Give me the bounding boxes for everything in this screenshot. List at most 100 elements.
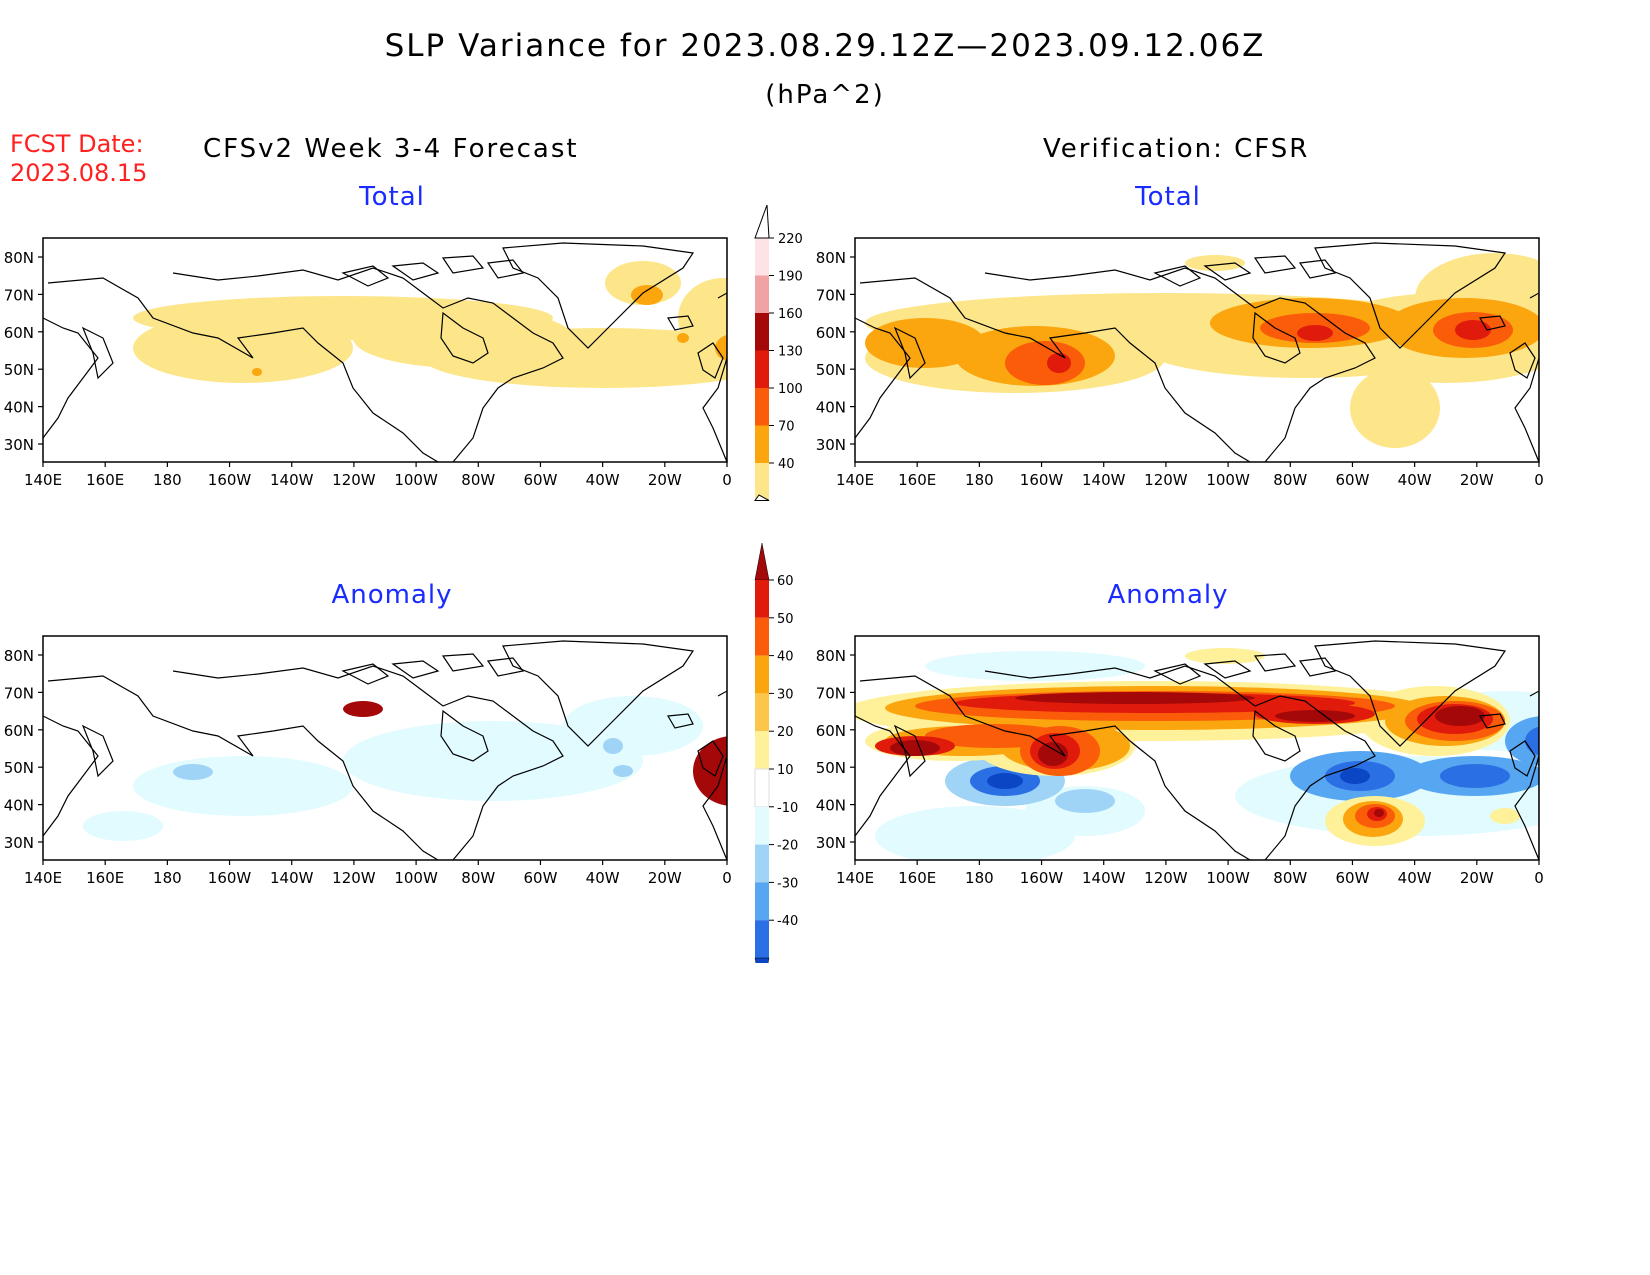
shaded-region: [343, 721, 643, 801]
lat-label: 60N: [4, 722, 34, 740]
coastline: [486, 259, 525, 279]
lon-label: 40W: [586, 471, 620, 489]
fcst-date-label: FCST Date:: [10, 130, 144, 158]
colorbar-label: 40: [777, 650, 794, 665]
colorbar-cell: [755, 844, 769, 883]
lon-label: 40W: [1398, 869, 1432, 887]
shaded-region: [1297, 325, 1333, 341]
shaded-region: [1505, 716, 1539, 766]
lat-label: 80N: [4, 249, 34, 267]
lon-label: 180: [965, 471, 994, 489]
shaded-region: [1047, 353, 1071, 373]
coastline: [43, 317, 99, 439]
shaded-region: [1525, 726, 1539, 756]
lon-label: 160E: [86, 869, 124, 887]
colorbar-label: -10: [777, 801, 798, 816]
colorbar-label: 130: [778, 345, 803, 360]
forecast-header: CFSv2 Week 3-4 Forecast: [203, 134, 579, 164]
lon-label: 0: [722, 471, 732, 489]
coastline: [893, 724, 926, 778]
colorbar-label: 30: [777, 687, 794, 702]
shaded-region: [1440, 764, 1510, 788]
shaded-field: [865, 253, 1539, 448]
lon-label: 140W: [270, 869, 314, 887]
lat-label: 40N: [816, 797, 846, 815]
lon-label: 180: [153, 869, 182, 887]
colorbar-cell: [755, 313, 769, 351]
shaded-region: [1350, 368, 1440, 448]
lat-label: 50N: [4, 361, 34, 379]
shaded-field: [83, 696, 727, 841]
lat-label: 60N: [4, 324, 34, 342]
map-forecast-anomaly: 80N 70N 60N 50N 40N 30N 140E 160E 180 160W 140W 120…: [4, 635, 732, 887]
lon-label: 40W: [1398, 471, 1432, 489]
coastline: [341, 663, 390, 685]
coastline: [1203, 262, 1252, 281]
colorbar-cell: [755, 388, 769, 426]
coastline: [341, 265, 390, 287]
coastline: [1509, 342, 1536, 379]
coastline: [391, 660, 440, 679]
lon-label: 80W: [1273, 869, 1307, 887]
lon-label: 20W: [1460, 869, 1494, 887]
coastline: [855, 715, 911, 837]
map-frame: [42, 237, 728, 463]
coastline: [697, 740, 724, 777]
main-title: SLP Variance for 2023.08.29.12Z—2023.09.…: [384, 28, 1266, 64]
colorbar-cell: [755, 920, 769, 958]
shaded-region: [1455, 320, 1491, 340]
colorbar-cell: [755, 425, 769, 463]
colorbar-cell: [755, 806, 769, 845]
colorbar-label: -30: [777, 876, 798, 891]
lat-label: 40N: [4, 797, 34, 815]
shaded-region: [133, 756, 353, 816]
map-frame: [854, 237, 1540, 463]
colorbar-label: 190: [778, 270, 803, 285]
shaded-region: [343, 701, 383, 717]
colorbar-arrow-top: [754, 542, 770, 581]
lon-label: 100W: [394, 471, 438, 489]
lat-label: 80N: [4, 647, 34, 665]
lat-label: 70N: [816, 286, 846, 304]
lat-label: 70N: [4, 684, 34, 702]
colorbar-label: -40: [777, 914, 798, 929]
coastline: [47, 675, 439, 860]
lon-label: 120W: [1144, 869, 1188, 887]
coastline: [502, 242, 695, 349]
colorbar-cell: [755, 275, 769, 313]
colorbar-cell: [755, 655, 769, 694]
coastline: [172, 665, 564, 860]
coastline: [1153, 265, 1202, 287]
lon-label: 100W: [394, 869, 438, 887]
shaded-region: [1185, 648, 1265, 664]
shaded-region: [173, 764, 213, 780]
verification-header: Verification: CFSR: [1043, 134, 1310, 164]
lon-label: 40W: [586, 869, 620, 887]
lon-label: 0: [1534, 869, 1544, 887]
coastline: [81, 724, 114, 778]
colorbar-cell: [755, 463, 769, 501]
lon-label: 140W: [1082, 471, 1126, 489]
colorbar-label: 50: [777, 612, 794, 627]
shaded-region: [678, 278, 727, 358]
coastline: [702, 292, 727, 462]
lon-label: 160E: [898, 471, 936, 489]
shaded-region: [83, 811, 163, 841]
lon-label: 100W: [1206, 471, 1250, 489]
coastline: [1298, 657, 1337, 677]
map-verification-anomaly: 80N 70N 60N 50N 40N 30N 140E 160E 180 160W 140W 120…: [816, 635, 1544, 887]
lon-label: 160W: [208, 869, 252, 887]
shaded-region: [1435, 706, 1485, 726]
colorbar-label: 70: [778, 420, 795, 435]
panel-title-fcst-anomaly: Anomaly: [331, 580, 453, 610]
colorbar-cell: [754, 768, 770, 808]
coastline: [1479, 315, 1506, 331]
shaded-region: [1490, 808, 1520, 824]
map-plot-area: 80N 70N 60N 50N 40N 30N 140E 160E 180 160W 140W 120…: [4, 635, 732, 887]
shaded-region: [1005, 341, 1085, 385]
coastline: [1153, 663, 1202, 685]
shaded-region: [925, 651, 1145, 681]
lon-label: 60W: [523, 869, 557, 887]
colorbar-label: -20: [777, 839, 798, 854]
fcst-date-value: 2023.08.15: [10, 159, 148, 187]
